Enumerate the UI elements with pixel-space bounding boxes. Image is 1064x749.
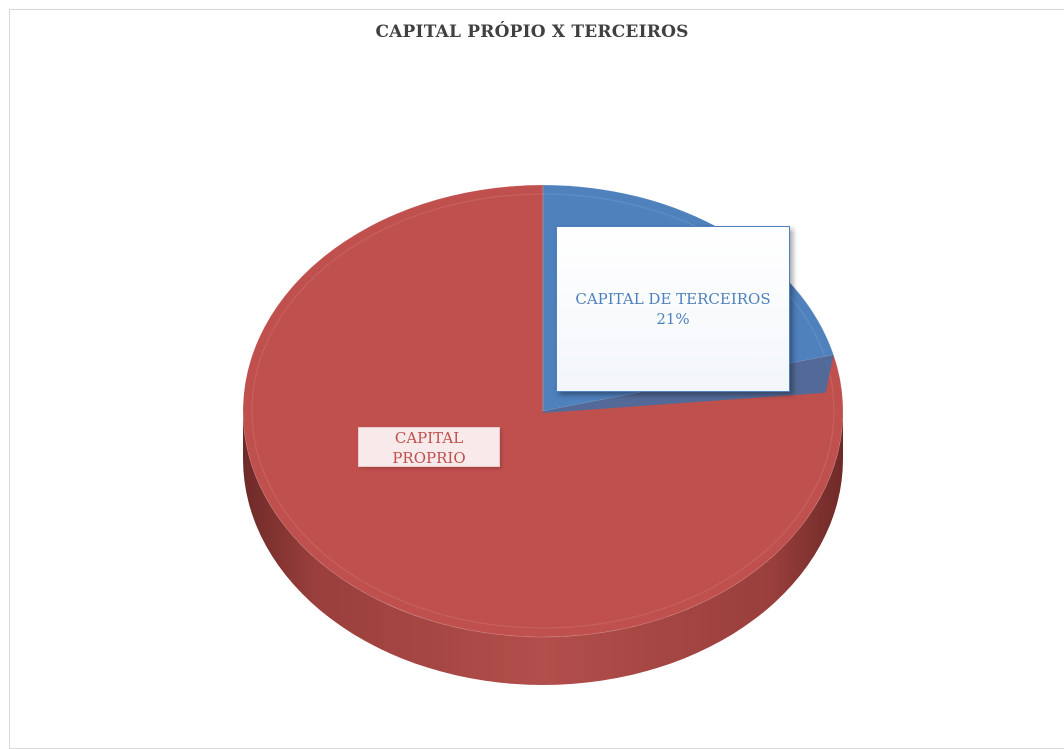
slice-label-name: CAPITAL DE TERCEIROS <box>575 290 771 308</box>
pie-bevel-ring <box>251 193 835 629</box>
pie-side-wall <box>243 411 843 685</box>
chart-title: CAPITAL PRÓPIO X TERCEIROS <box>375 22 689 42</box>
pie-chart <box>242 184 844 685</box>
slice-label-value: 79% <box>412 469 446 487</box>
pie-slice-capital-proprio <box>242 184 844 638</box>
slice-label-value: 21% <box>656 310 690 328</box>
data-label-capital-de-terceiros: CAPITAL DE TERCEIROS 21% <box>556 226 790 392</box>
slice-label-name: CAPITAL PROPRIO <box>392 429 466 467</box>
data-label-capital-proprio: CAPITAL PROPRIO 79% <box>358 427 500 487</box>
